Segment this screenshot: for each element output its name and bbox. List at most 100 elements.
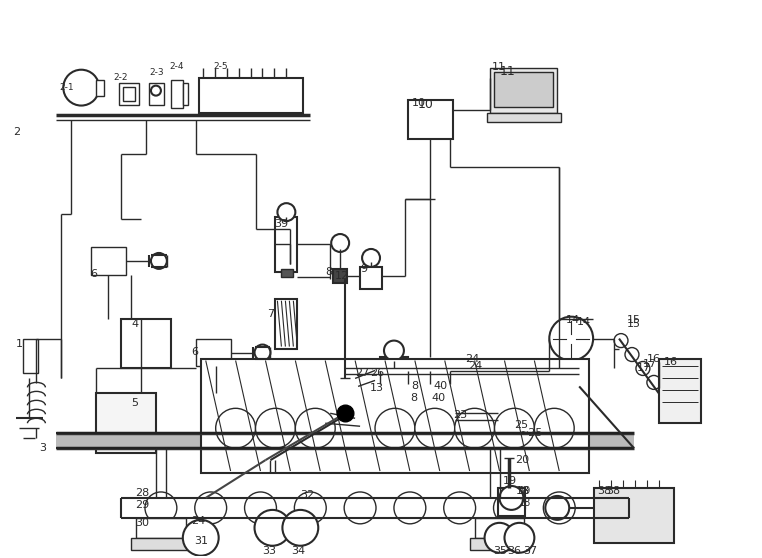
Circle shape <box>145 492 177 524</box>
Text: 15: 15 <box>627 319 641 329</box>
Text: 14: 14 <box>577 317 591 326</box>
Text: 2: 2 <box>14 127 21 137</box>
Text: 2-1: 2-1 <box>59 83 74 92</box>
Circle shape <box>415 408 455 448</box>
Bar <box>136 518 186 538</box>
Circle shape <box>255 345 271 360</box>
Text: 12: 12 <box>335 271 349 281</box>
Circle shape <box>384 340 404 360</box>
Text: 19: 19 <box>520 486 532 496</box>
Text: 30: 30 <box>135 518 149 528</box>
Circle shape <box>647 376 661 389</box>
Circle shape <box>195 492 226 524</box>
Text: 18: 18 <box>515 486 530 496</box>
Bar <box>360 267 382 289</box>
Bar <box>380 357 408 384</box>
Circle shape <box>625 348 639 362</box>
Text: 1: 1 <box>15 339 23 349</box>
Bar <box>131 538 190 550</box>
Text: 13: 13 <box>370 383 384 393</box>
Text: 40: 40 <box>432 393 446 403</box>
Text: 8: 8 <box>411 382 418 391</box>
Text: 23: 23 <box>453 410 467 420</box>
Circle shape <box>255 408 296 448</box>
Circle shape <box>504 523 534 553</box>
Text: 6: 6 <box>190 347 198 357</box>
Bar <box>149 83 164 104</box>
Circle shape <box>534 408 575 448</box>
Text: 2-3: 2-3 <box>149 68 164 76</box>
Text: 8: 8 <box>325 267 332 277</box>
Bar <box>659 359 701 424</box>
Circle shape <box>294 492 326 524</box>
Text: 19: 19 <box>502 476 517 486</box>
Text: 24: 24 <box>190 516 205 526</box>
Bar <box>121 319 171 368</box>
Text: 28: 28 <box>135 488 149 498</box>
Text: 16: 16 <box>664 357 678 367</box>
Bar <box>436 360 450 374</box>
Circle shape <box>362 249 380 267</box>
Bar <box>487 113 562 123</box>
Circle shape <box>546 496 569 520</box>
Text: 15: 15 <box>627 315 641 325</box>
Text: 27: 27 <box>355 368 370 378</box>
Bar <box>275 217 297 272</box>
Bar <box>183 83 187 104</box>
Circle shape <box>485 523 514 553</box>
Bar <box>56 433 634 448</box>
Bar <box>594 488 674 543</box>
Text: 35: 35 <box>494 546 507 556</box>
Circle shape <box>443 492 475 524</box>
Text: 14: 14 <box>566 315 581 325</box>
Circle shape <box>375 408 415 448</box>
Bar <box>119 83 139 104</box>
Text: 2-2: 2-2 <box>113 73 127 81</box>
Circle shape <box>549 317 593 360</box>
Bar <box>498 488 526 516</box>
Bar <box>171 80 183 108</box>
Bar <box>123 86 135 100</box>
Text: 36: 36 <box>507 546 521 556</box>
Bar <box>200 359 589 473</box>
Circle shape <box>183 520 219 556</box>
Bar <box>408 99 453 140</box>
Text: 18: 18 <box>520 498 532 508</box>
Circle shape <box>494 492 526 524</box>
Text: 24: 24 <box>465 354 479 363</box>
Bar <box>281 269 293 277</box>
Text: 4: 4 <box>131 319 138 329</box>
Text: 8: 8 <box>410 393 417 403</box>
Text: 3: 3 <box>40 443 46 453</box>
Text: 38: 38 <box>597 486 611 496</box>
Circle shape <box>283 510 319 546</box>
Bar <box>91 247 126 275</box>
Text: 32: 32 <box>300 490 315 500</box>
Bar <box>494 72 553 107</box>
Text: 7: 7 <box>267 309 274 319</box>
Text: 6: 6 <box>90 269 98 279</box>
Circle shape <box>331 234 349 252</box>
Bar <box>489 68 557 113</box>
Circle shape <box>500 486 523 510</box>
Text: 10: 10 <box>418 98 434 110</box>
Text: 11: 11 <box>500 65 515 78</box>
Circle shape <box>495 408 534 448</box>
Text: 40: 40 <box>434 382 448 391</box>
Text: 31: 31 <box>194 536 208 546</box>
Circle shape <box>614 334 628 348</box>
Circle shape <box>455 408 495 448</box>
Circle shape <box>63 70 99 105</box>
Text: 2-5: 2-5 <box>213 62 229 71</box>
Bar <box>196 339 231 367</box>
Text: 16: 16 <box>647 354 661 363</box>
Circle shape <box>216 408 255 448</box>
Text: 9: 9 <box>360 264 367 274</box>
Text: 26: 26 <box>370 368 384 378</box>
Circle shape <box>344 492 376 524</box>
Circle shape <box>277 203 296 221</box>
Text: 20: 20 <box>515 455 530 465</box>
Text: 5: 5 <box>131 398 138 408</box>
Circle shape <box>255 510 290 546</box>
Bar <box>414 360 427 374</box>
